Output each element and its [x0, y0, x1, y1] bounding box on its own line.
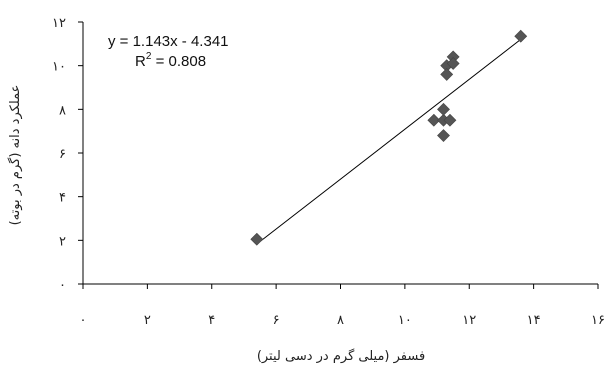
- r-squared-value: = 0.808: [151, 53, 206, 70]
- y-tick-label: ۸: [59, 103, 66, 118]
- data-point: [514, 29, 528, 43]
- data-point: [446, 57, 460, 70]
- y-tick-label: ۰: [59, 278, 66, 293]
- y-tick-label: ۴: [59, 191, 66, 206]
- data-point: [440, 67, 454, 81]
- x-tick-label: ۱۴: [527, 313, 541, 328]
- r-squared-prefix: R: [135, 53, 146, 70]
- data-point: [427, 113, 441, 127]
- x-tick-label: ۲: [144, 313, 151, 328]
- y-tick-label: ۲: [59, 234, 66, 249]
- r-squared: R2 = 0.808: [135, 51, 206, 70]
- y-tick-label: ۱۰: [52, 60, 66, 75]
- y-tick-label: ۶: [59, 147, 66, 162]
- data-point: [250, 232, 264, 246]
- data-points: [250, 29, 528, 246]
- x-tick-label: ۶: [273, 313, 280, 328]
- x-tick-label: ۸: [337, 313, 344, 328]
- x-tick-label: ۱۲: [462, 313, 476, 328]
- data-point: [437, 129, 450, 142]
- data-point: [443, 113, 457, 127]
- x-tick-label: ۱۶: [591, 313, 604, 328]
- r-squared-sup: 2: [146, 51, 152, 62]
- y-tick-label: ۱۲: [52, 16, 66, 31]
- trend-line: [256, 38, 522, 245]
- y-axis-title: عملکرد دانه (گرم در بوته): [7, 85, 23, 226]
- x-tick-label: ۰: [80, 313, 87, 328]
- trend-equation: y = 1.143x - 4.341: [108, 33, 229, 50]
- data-point: [437, 102, 450, 116]
- x-tick-label: ۱۰: [398, 313, 412, 328]
- x-ticks: ۰ ۲ ۴ ۶ ۸ ۱۰ ۱۲ ۱۴ ۱۶: [80, 284, 604, 328]
- x-tick-label: ۴: [208, 313, 215, 328]
- x-axis-title: فسفر (میلی گرم در دسی لیتر): [257, 348, 425, 364]
- y-ticks: ۰ ۲ ۴ ۶ ۸ ۱۰ ۱۲: [52, 16, 83, 293]
